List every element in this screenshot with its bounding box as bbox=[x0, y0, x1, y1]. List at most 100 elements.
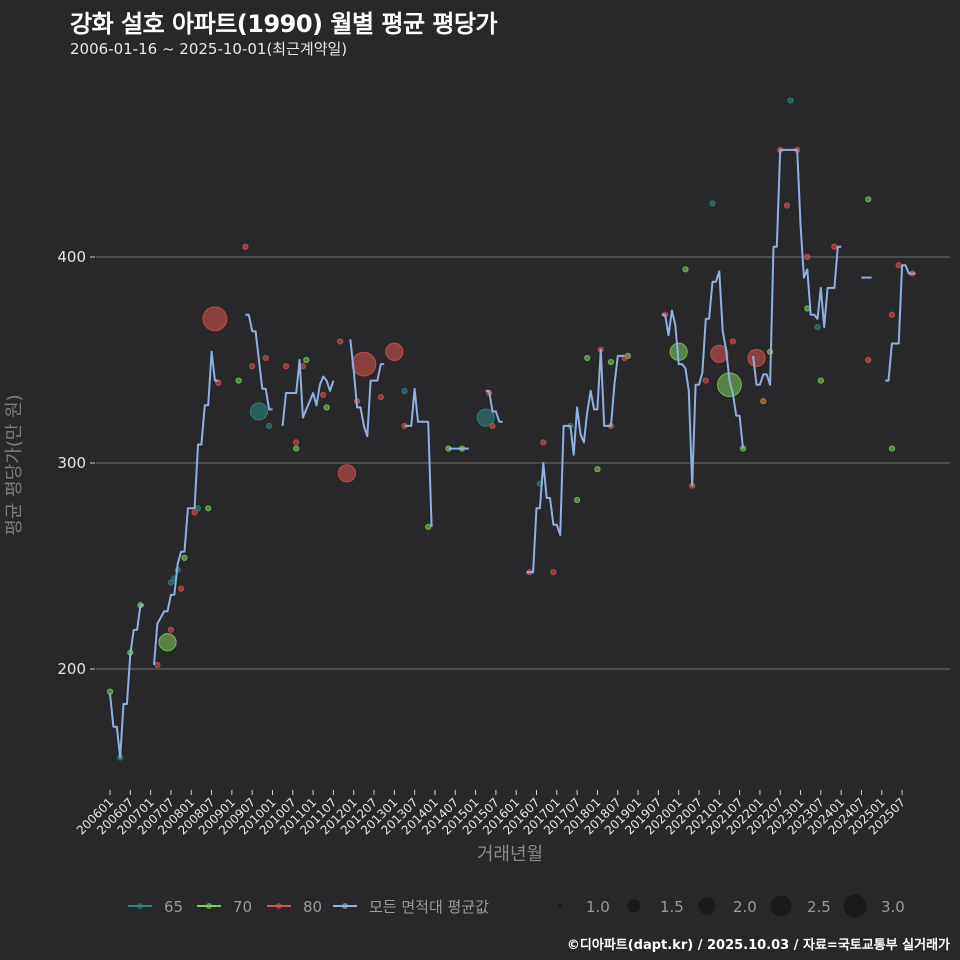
data-point-70 bbox=[303, 356, 310, 364]
size-circle-icon bbox=[770, 895, 792, 917]
legend-label: 70 bbox=[233, 898, 252, 916]
legend-size-label: 2.5 bbox=[807, 898, 831, 916]
y-axis-label: 평균 평당가(만 원) bbox=[4, 394, 25, 535]
data-point-70 bbox=[584, 354, 591, 362]
average-price-line bbox=[526, 348, 625, 574]
data-point-80 bbox=[242, 243, 249, 250]
legend-point-icon bbox=[206, 903, 212, 909]
data-point-70 bbox=[158, 633, 177, 652]
data-point-65 bbox=[476, 408, 495, 427]
data-point-70 bbox=[817, 377, 824, 384]
data-point-80 bbox=[299, 363, 307, 370]
data-point-65 bbox=[401, 387, 408, 394]
y-axis-ticks: 200 300 400 bbox=[57, 248, 95, 678]
data-point-70 bbox=[594, 466, 601, 473]
legend-size-item: 1.0 bbox=[558, 898, 610, 916]
size-circle-icon bbox=[843, 894, 867, 918]
legend: 65 70 80 모든 면적대 평균값 1.0 1.5 2.0 2.5 3.0 bbox=[128, 894, 905, 918]
data-point-80 bbox=[804, 253, 811, 261]
average-price-line bbox=[349, 339, 385, 438]
legend-size-item: 1.5 bbox=[627, 898, 684, 916]
data-point-70 bbox=[865, 196, 872, 203]
data-point-70 bbox=[607, 358, 615, 366]
data-point-80 bbox=[320, 391, 327, 399]
legend-item: 80 bbox=[267, 898, 322, 916]
legend-label: 모든 면적대 평균값 bbox=[369, 898, 489, 916]
chart-subtitle: 2006-01-16 ~ 2025-10-01(최근계약일) bbox=[70, 40, 348, 58]
average-price-line bbox=[661, 270, 744, 487]
data-point-80 bbox=[293, 439, 300, 446]
data-point-65 bbox=[167, 579, 175, 586]
data-point-80 bbox=[337, 338, 344, 345]
data-point-70 bbox=[106, 688, 114, 695]
data-point-80 bbox=[282, 363, 290, 370]
x-axis-label: 거래년월 bbox=[477, 844, 543, 865]
data-point-65 bbox=[265, 422, 273, 430]
average-price-line bbox=[404, 387, 433, 527]
chart-title: 강화 설호 아파트(1990) 월별 평균 평당가 bbox=[70, 10, 498, 38]
legend-point-icon bbox=[342, 903, 348, 909]
data-point-80 bbox=[191, 509, 198, 516]
data-point-80 bbox=[831, 243, 838, 250]
legend-size-label: 1.0 bbox=[586, 898, 610, 916]
plot-area bbox=[106, 97, 916, 761]
average-price-line bbox=[281, 359, 335, 427]
average-price-line bbox=[885, 264, 916, 382]
legend-item: 모든 면적대 평균값 bbox=[333, 898, 489, 916]
data-point-70 bbox=[205, 505, 212, 512]
data-point-65 bbox=[249, 402, 269, 421]
data-point-70 bbox=[293, 445, 300, 452]
legend-size-item: 2.5 bbox=[770, 895, 831, 917]
data-point-70 bbox=[888, 445, 896, 452]
legend-point-icon bbox=[137, 903, 143, 909]
data-point-80 bbox=[154, 661, 161, 668]
data-point-80 bbox=[377, 393, 384, 401]
average-price-line bbox=[752, 148, 842, 386]
data-point-70 bbox=[235, 377, 242, 384]
data-point-80 bbox=[702, 377, 709, 384]
legend-size-item: 2.0 bbox=[698, 897, 757, 916]
data-point-80 bbox=[895, 262, 902, 269]
data-point-80 bbox=[385, 342, 404, 361]
data-point-80 bbox=[865, 356, 872, 364]
legend-size-label: 3.0 bbox=[881, 898, 905, 916]
data-point-70 bbox=[425, 523, 432, 530]
data-point-80 bbox=[249, 363, 256, 370]
x-axis-ticks: 2006012006072007012007072008012008072009… bbox=[74, 790, 908, 838]
data-point-80 bbox=[783, 202, 791, 209]
data-point-70 bbox=[181, 554, 188, 561]
data-point-80 bbox=[167, 626, 175, 633]
data-point-65 bbox=[787, 97, 794, 104]
size-circle-icon bbox=[558, 904, 562, 908]
data-point-80 bbox=[888, 311, 896, 318]
size-circle-icon bbox=[627, 899, 641, 913]
average-price-line bbox=[485, 389, 503, 423]
average-price-line bbox=[109, 604, 144, 759]
legend-item: 65 bbox=[128, 898, 183, 916]
data-point-70 bbox=[323, 404, 330, 411]
data-point-80 bbox=[710, 344, 729, 363]
average-price-line bbox=[245, 313, 273, 411]
legend-label: 65 bbox=[164, 898, 183, 916]
data-point-80 bbox=[351, 351, 377, 377]
data-point-80 bbox=[337, 464, 357, 483]
data-point-80 bbox=[540, 439, 547, 446]
data-point-80 bbox=[729, 338, 736, 345]
legend-size-label: 1.5 bbox=[660, 898, 684, 916]
y-tick-label: 200 bbox=[57, 660, 86, 678]
data-point-80 bbox=[550, 569, 557, 576]
legend-label: 80 bbox=[303, 898, 322, 916]
size-circle-icon bbox=[698, 897, 716, 915]
source-caption: ©디아파트(dapt.kr) / 2025.10.03 / 자료=국토교통부 실… bbox=[566, 938, 950, 953]
data-point-65 bbox=[814, 323, 821, 331]
y-tick-label: 400 bbox=[57, 248, 86, 266]
data-point-80 bbox=[202, 306, 228, 332]
data-point-80 bbox=[489, 422, 496, 430]
legend-size-item: 3.0 bbox=[843, 894, 905, 918]
data-point-80 bbox=[747, 348, 766, 368]
legend-item: 70 bbox=[197, 898, 252, 916]
data-point-70 bbox=[682, 266, 689, 273]
legend-size-label: 2.0 bbox=[733, 898, 757, 916]
data-point-70 bbox=[574, 496, 581, 504]
